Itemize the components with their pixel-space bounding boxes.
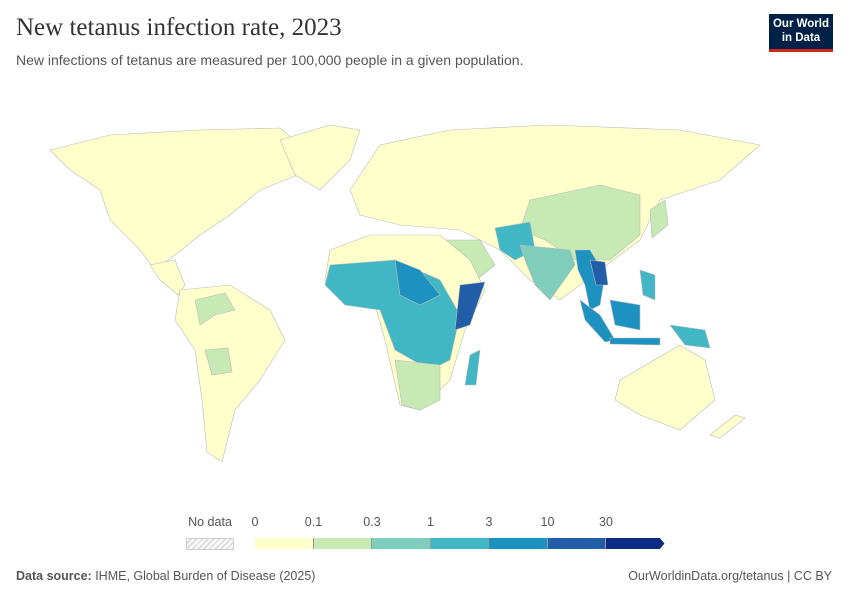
region-south-america[interactable]: [174, 284, 286, 463]
region-bolivia[interactable]: [204, 347, 233, 376]
logo-line-2: in Data: [781, 32, 821, 44]
legend-tick-label: 1: [427, 515, 434, 529]
legend-bin-3[interactable]: [430, 538, 489, 549]
legend-no-data-label: No data: [188, 515, 232, 529]
data-source: Data source: IHME, Global Burden of Dise…: [16, 569, 315, 583]
page-subtitle: New infections of tetanus are measured p…: [16, 52, 524, 68]
legend-bin-6[interactable]: [606, 538, 665, 549]
legend-no-data-swatch[interactable]: [186, 538, 234, 550]
region-australia[interactable]: [614, 344, 716, 431]
legend-tick-label: 30: [599, 515, 613, 529]
legend-bin-0[interactable]: [255, 538, 314, 549]
legend-bin-1[interactable]: [313, 538, 372, 549]
legend-tick-label: 3: [485, 515, 493, 529]
source-text: IHME, Global Burden of Disease (2025): [91, 569, 316, 583]
region-new-guinea[interactable]: [669, 324, 711, 349]
region-india[interactable]: [519, 244, 576, 301]
region-north-america[interactable]: [49, 127, 311, 271]
region-southern-africa[interactable]: [394, 359, 441, 411]
region-indonesia-2[interactable]: [609, 299, 641, 331]
source-label: Data source:: [16, 569, 92, 583]
region-greenland[interactable]: [279, 124, 361, 191]
region-sahel[interactable]: [394, 259, 441, 306]
owid-logo[interactable]: Our World in Data: [769, 14, 833, 52]
legend-tick-label: 0.1: [304, 515, 323, 529]
region-indonesia-3[interactable]: [609, 337, 661, 346]
region-philippines[interactable]: [639, 269, 656, 301]
source-url-link[interactable]: OurWorldinData.org/tetanus | CC BY: [628, 569, 832, 583]
region-somalia[interactable]: [454, 281, 486, 331]
region-japan[interactable]: [649, 199, 669, 239]
world-map[interactable]: [0, 100, 850, 500]
legend-bin-2[interactable]: [372, 538, 431, 549]
page-title: New tetanus infection rate, 2023: [16, 14, 342, 41]
region-venezuela-colombia[interactable]: [194, 292, 236, 326]
logo-line-1: Our World: [772, 18, 829, 30]
region-new-zealand[interactable]: [709, 414, 746, 439]
region-madagascar[interactable]: [464, 349, 481, 386]
legend-bin-4[interactable]: [489, 538, 548, 549]
legend-tick-label: 0.3: [363, 515, 381, 529]
legend-bin-5[interactable]: [547, 538, 606, 549]
legend-tick-label: 10: [540, 515, 555, 529]
legend-tick-label: 0: [251, 515, 259, 529]
region-laos-cambodia[interactable]: [589, 259, 609, 286]
